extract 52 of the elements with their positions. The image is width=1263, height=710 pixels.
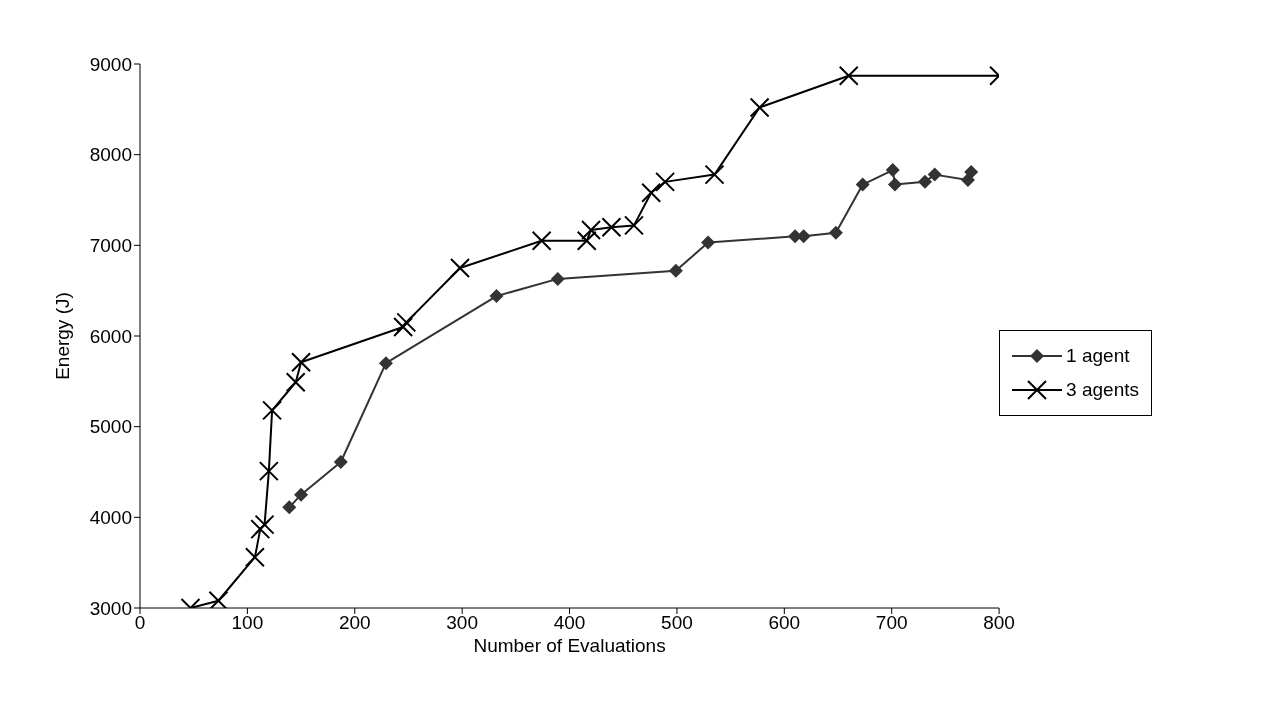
x-tick-label: 600 — [768, 612, 801, 634]
x-tick-label: 500 — [661, 612, 693, 634]
x-axis-title: Number of Evaluations — [473, 635, 666, 656]
x-tick-label: 200 — [338, 612, 371, 634]
y-tick-label: 6000 — [89, 325, 132, 347]
y-tick-label: 3000 — [89, 597, 132, 619]
y-tick-label: 5000 — [89, 416, 132, 438]
point — [887, 177, 902, 192]
x-tick-label: 300 — [446, 612, 479, 634]
point — [623, 215, 644, 236]
point — [250, 519, 271, 540]
point — [749, 97, 770, 118]
point — [208, 590, 229, 608]
x-tick-label: 0 — [134, 612, 146, 634]
point — [701, 235, 716, 250]
point — [291, 352, 312, 373]
point — [450, 258, 471, 278]
y-tick-label: 4000 — [89, 507, 132, 529]
point — [927, 167, 942, 182]
legend-label: 1 agent — [1066, 345, 1130, 367]
point — [244, 547, 265, 568]
x-tick-label: 400 — [553, 612, 586, 634]
point — [828, 225, 843, 240]
x-tick-label: 700 — [875, 612, 908, 634]
point — [855, 177, 870, 192]
point — [285, 372, 306, 393]
point — [655, 171, 676, 192]
point — [258, 461, 279, 482]
point — [668, 263, 683, 278]
y-tick-label: 9000 — [89, 53, 132, 75]
y-tick-label: 7000 — [89, 235, 132, 257]
point — [576, 230, 597, 251]
point — [885, 163, 900, 178]
point — [531, 230, 552, 251]
y-tick-label: 8000 — [89, 144, 132, 166]
point — [333, 455, 348, 470]
point — [378, 356, 393, 371]
point — [550, 271, 565, 286]
point — [964, 164, 979, 179]
point — [641, 182, 662, 203]
x-tick-label: 800 — [983, 612, 1015, 634]
x-tick-label: 100 — [231, 612, 264, 634]
point — [838, 65, 859, 86]
point — [254, 514, 275, 535]
point — [704, 164, 725, 185]
point — [489, 289, 504, 304]
point — [918, 174, 932, 189]
point — [294, 487, 309, 502]
point — [262, 400, 283, 421]
legend-label: 3 agents — [1066, 379, 1139, 401]
y-axis-title: Energy (J) — [51, 292, 73, 380]
point — [282, 500, 297, 515]
